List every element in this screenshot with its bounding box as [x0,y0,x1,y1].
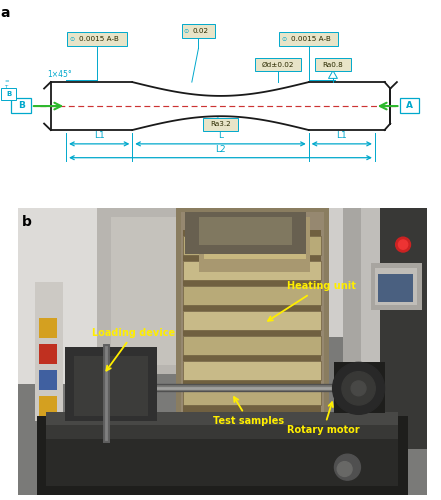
Text: L: L [218,132,223,140]
FancyBboxPatch shape [18,208,427,495]
FancyBboxPatch shape [39,344,57,364]
FancyBboxPatch shape [35,282,63,421]
FancyBboxPatch shape [378,274,413,302]
Text: 0.0015 A-B: 0.0015 A-B [79,36,119,42]
Circle shape [342,372,375,405]
FancyBboxPatch shape [183,255,321,262]
Circle shape [396,237,411,252]
FancyBboxPatch shape [380,208,427,448]
FancyBboxPatch shape [333,362,385,414]
FancyBboxPatch shape [183,286,321,305]
FancyBboxPatch shape [183,305,321,312]
Text: Test samples: Test samples [213,397,284,426]
FancyBboxPatch shape [46,412,399,440]
FancyBboxPatch shape [183,355,321,362]
FancyBboxPatch shape [46,421,399,486]
Circle shape [399,240,408,249]
FancyBboxPatch shape [255,58,301,71]
FancyBboxPatch shape [183,230,321,236]
Circle shape [334,454,360,480]
FancyBboxPatch shape [183,412,321,430]
FancyBboxPatch shape [183,312,321,330]
FancyBboxPatch shape [199,217,310,272]
FancyBboxPatch shape [39,370,57,390]
FancyBboxPatch shape [183,330,321,336]
FancyBboxPatch shape [370,263,422,310]
Text: L2: L2 [215,145,226,154]
FancyBboxPatch shape [183,386,321,405]
FancyBboxPatch shape [315,58,351,71]
FancyBboxPatch shape [64,346,157,421]
FancyBboxPatch shape [176,208,329,440]
Text: Ra0.8: Ra0.8 [322,62,344,68]
FancyBboxPatch shape [183,405,321,411]
Text: b: b [22,215,32,229]
FancyBboxPatch shape [199,217,292,244]
Text: L1: L1 [336,132,347,140]
Text: Loading device: Loading device [93,328,176,370]
FancyBboxPatch shape [37,416,408,495]
FancyBboxPatch shape [183,336,321,355]
FancyBboxPatch shape [375,268,417,305]
FancyBboxPatch shape [39,396,57,416]
FancyBboxPatch shape [343,208,427,421]
FancyBboxPatch shape [46,412,399,426]
FancyBboxPatch shape [183,262,321,280]
FancyBboxPatch shape [400,98,419,112]
FancyBboxPatch shape [279,32,338,46]
FancyBboxPatch shape [185,212,306,254]
FancyBboxPatch shape [183,380,321,386]
Text: A: A [406,100,413,110]
Text: 0.0015 A-B: 0.0015 A-B [291,36,331,42]
Text: ⊙: ⊙ [281,36,287,42]
Text: Ra3.2: Ra3.2 [210,122,231,128]
Text: 1×45°: 1×45° [48,70,72,79]
FancyBboxPatch shape [39,318,57,338]
FancyBboxPatch shape [204,222,306,258]
Circle shape [351,381,366,396]
Text: L1: L1 [94,132,105,140]
Text: ⊙: ⊙ [70,36,75,42]
Text: B: B [18,100,25,110]
Text: a: a [0,6,10,20]
Text: B: B [6,91,11,97]
FancyBboxPatch shape [1,88,16,100]
FancyBboxPatch shape [182,24,215,38]
Circle shape [333,362,385,414]
FancyBboxPatch shape [74,356,148,416]
FancyBboxPatch shape [183,362,321,380]
Text: ⊙: ⊙ [184,29,189,34]
FancyBboxPatch shape [361,208,427,402]
Text: Rotary motor: Rotary motor [287,402,360,435]
FancyBboxPatch shape [67,32,127,46]
FancyBboxPatch shape [97,208,310,374]
FancyBboxPatch shape [180,212,324,434]
FancyBboxPatch shape [18,208,427,338]
Text: Heating unit: Heating unit [268,282,356,321]
FancyBboxPatch shape [183,280,321,286]
Text: T: T [4,84,7,89]
Text: 0.02: 0.02 [193,28,209,34]
Text: Ød±0.02: Ød±0.02 [262,62,294,68]
Text: =: = [4,80,9,84]
Circle shape [337,462,352,476]
FancyBboxPatch shape [111,217,296,365]
FancyBboxPatch shape [183,236,321,255]
FancyBboxPatch shape [11,98,31,112]
FancyBboxPatch shape [203,118,238,131]
FancyBboxPatch shape [18,208,120,384]
